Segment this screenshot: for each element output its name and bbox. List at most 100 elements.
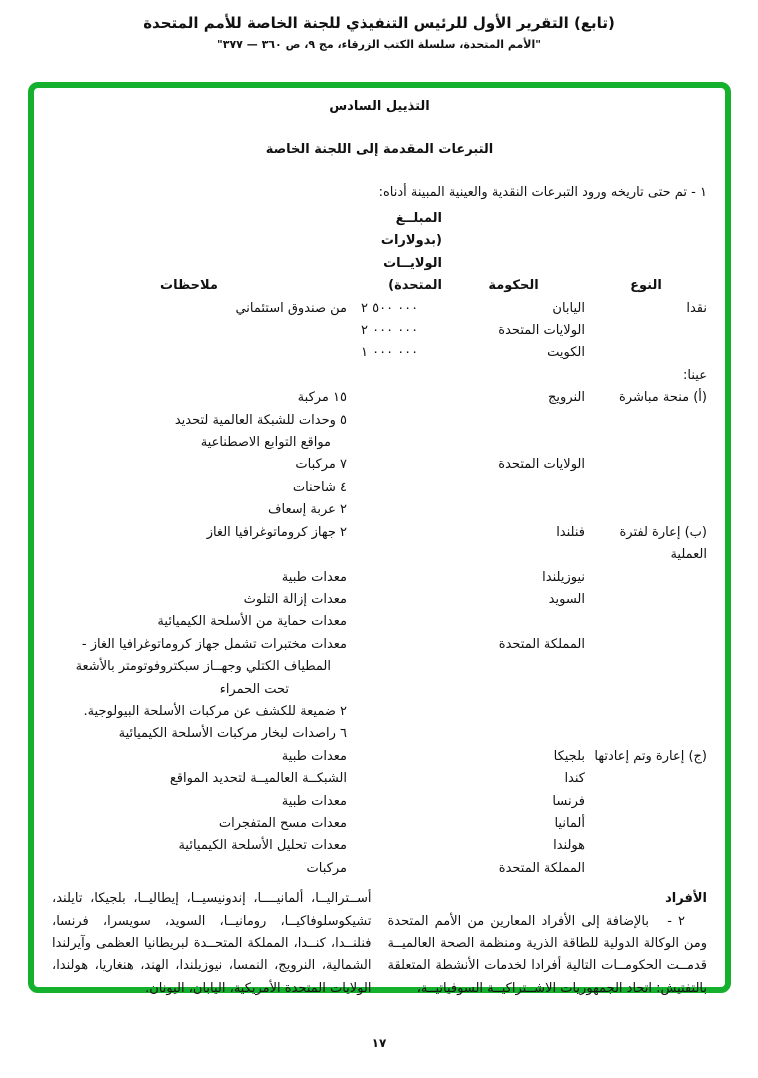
cell-type [585, 410, 707, 432]
cell-note: معدات تحليل الأسلحة الكيميائية [178, 838, 347, 854]
table-row: المطياف الكتلي وجهــاز سبكتروفوتومتر بال… [52, 656, 707, 678]
cell-note: ١٥ مركبة [297, 390, 347, 406]
document-title: (تابع) التقرير الأول للرئيس التنفيذي للج… [143, 14, 615, 32]
cell-note: تحت الحمراء [219, 681, 289, 697]
amount-header-line: المتحدة) [388, 278, 442, 294]
cell-government: ألمانيا [554, 815, 585, 831]
table-row: ٢ ضميعة للكشف عن مركبات الأسلحة البيولوج… [52, 701, 707, 723]
cell-amount [347, 656, 442, 678]
cell-type [585, 723, 707, 745]
cell-amount [347, 679, 442, 701]
cell-note [52, 365, 347, 387]
table-row: نيوزيلندا معدات طبية [52, 567, 707, 589]
table-row: المملكة المتحدة معدات مختبرات تشمل جهاز … [52, 634, 707, 656]
cell-amount [347, 567, 442, 589]
cell-note: معدات طبية [281, 793, 347, 809]
table-row: تحت الحمراء [52, 679, 707, 701]
appendix-heading: التذييل السادس [329, 99, 430, 114]
cell-amount [347, 589, 442, 611]
amount-value: ٢ ٠٠٠ ٠٠٠ [361, 323, 419, 339]
amount-header-line: (بدولارات [380, 233, 442, 249]
cell-note: مواقع التوابع الاصطناعية [200, 435, 331, 451]
cell-note: معدات مختبرات تشمل جهاز كروماتوغرافيا ال… [81, 636, 347, 652]
cell-amount [347, 723, 442, 745]
cell-government: اليابان [552, 300, 585, 316]
green-border-frame: التذييل السادس التبرعات المقدمة إلى اللج… [28, 82, 731, 996]
cell-government: المملكة المتحدة [498, 636, 585, 652]
cell-amount [347, 454, 442, 476]
cell-government [442, 611, 585, 633]
cell-government: المملكة المتحدة [498, 860, 585, 876]
cell-type [585, 858, 707, 880]
cell-type: (ب) إعارة لفترة العملية [619, 524, 707, 563]
cell-type [585, 432, 707, 454]
cell-type [585, 835, 707, 857]
cell-amount [347, 768, 442, 790]
table-row: ٦ راصدات لبخار مركبات الأسلحة الكيميائية [52, 723, 707, 745]
cell-note [52, 342, 347, 364]
cell-note: معدات حماية من الأسلحة الكيميائية [157, 614, 347, 630]
cell-note: ٧ مركبات [295, 457, 347, 473]
cell-amount [347, 791, 442, 813]
cell-type [585, 701, 707, 723]
cell-amount [347, 387, 442, 409]
cell-type [585, 320, 707, 342]
cell-amount [347, 477, 442, 499]
cell-amount [347, 858, 442, 880]
cell-type [585, 656, 707, 678]
cell-note: معدات طبية [281, 748, 347, 764]
cell-type: نقدا [686, 300, 707, 316]
cell-note: مركبات [306, 860, 347, 876]
table-row: الولايات المتحدة ٢ ٠٠٠ ٠٠٠ [52, 320, 707, 342]
cell-type [585, 342, 707, 364]
personnel-section: الأفراد ٢ - بالإضافة إلى الأفراد المعاري… [52, 888, 707, 1000]
table-row: كندا الشبكــة العالميــة لتحديد المواقع [52, 768, 707, 790]
cell-type [585, 768, 707, 790]
cell-note [52, 320, 347, 342]
amount-value: ٢ ٥٠٠ ٠٠٠ [361, 300, 419, 316]
cell-type [585, 679, 707, 701]
table-row: المملكة المتحدة مركبات [52, 858, 707, 880]
cell-government: هولندا [553, 838, 585, 854]
cell-amount [347, 746, 442, 768]
table-row: ٤ شاحنات [52, 477, 707, 499]
table-header-row: النوع الحكومة المبلــغ (بدولارات الولايـ… [52, 208, 707, 298]
table-row: معدات حماية من الأسلحة الكيميائية [52, 611, 707, 633]
cell-amount [347, 611, 442, 633]
cell-note: ٢ عربة إسعاف [268, 502, 347, 518]
cell-government [442, 499, 585, 521]
cell-government [442, 477, 585, 499]
cell-amount [347, 432, 442, 454]
table-row: (أ) منحة مباشرة النرويج ١٥ مركبة [52, 387, 707, 409]
appendix-subtitle: التبرعات المقدمة إلى اللجنة الخاصة [265, 142, 494, 157]
column-header-government: الحكومة [488, 278, 539, 294]
cell-type [585, 454, 707, 476]
table-row: فرنسا معدات طبية [52, 791, 707, 813]
cell-note: ٤ شاحنات [292, 479, 347, 495]
cell-government [442, 701, 585, 723]
cell-note: من صندوق استئماني [235, 300, 347, 316]
cell-government [442, 410, 585, 432]
cell-note: ٢ ضميعة للكشف عن مركبات الأسلحة البيولوج… [83, 703, 347, 719]
document-header: (تابع) التقرير الأول للرئيس التنفيذي للج… [0, 12, 758, 54]
cell-type [585, 589, 707, 611]
cell-government: السويد [548, 591, 585, 607]
cell-government: كندا [564, 771, 585, 787]
column-header-notes: ملاحظات [160, 278, 218, 294]
cell-type: (أ) منحة مباشرة [619, 390, 707, 406]
table-row: (ج) إعارة وتم إعادتها بلجيكا معدات طبية [52, 746, 707, 768]
cell-amount [347, 522, 442, 567]
cell-government: فرنسا [552, 793, 585, 809]
cell-government: الولايات المتحدة [498, 457, 585, 473]
cell-amount [347, 365, 442, 387]
cell-note: الشبكــة العالميــة لتحديد المواقع [169, 771, 347, 787]
document-source-line: "الأمم المتحدة، سلسلة الكتب الزرقاء، مج … [217, 38, 541, 51]
amount-value: ١ ٠٠٠ ٠٠٠ [361, 345, 419, 361]
table-row: هولندا معدات تحليل الأسلحة الكيميائية [52, 835, 707, 857]
cell-government: الولايات المتحدة [498, 323, 585, 339]
cell-government [442, 656, 585, 678]
cell-government: الكويت [547, 345, 585, 361]
contributions-table: النوع الحكومة المبلــغ (بدولارات الولايـ… [52, 208, 707, 880]
cell-type [585, 611, 707, 633]
